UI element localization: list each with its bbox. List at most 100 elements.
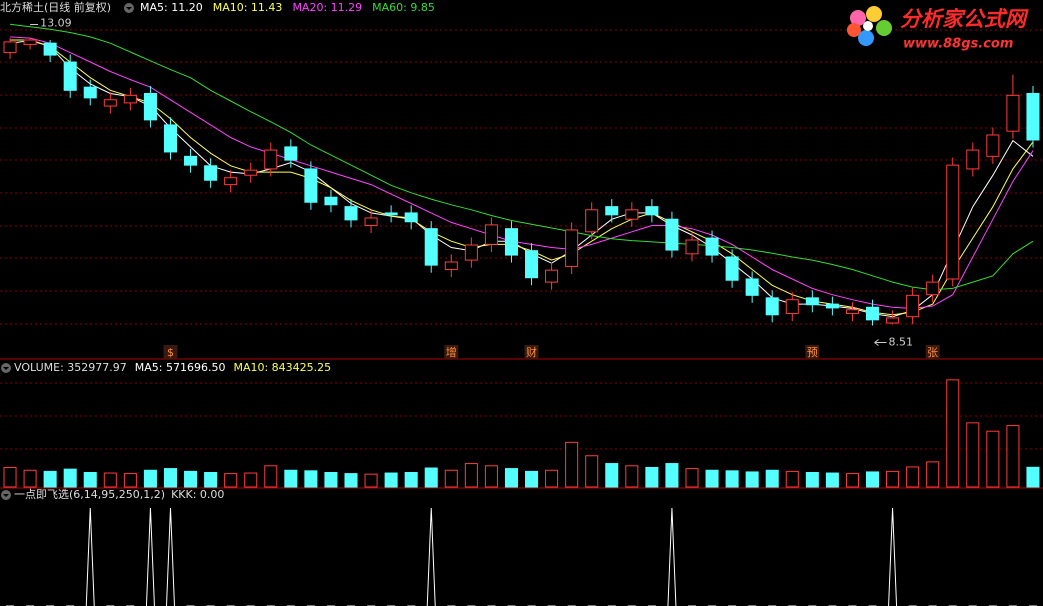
legend-entry: MA5: 11.20	[140, 1, 203, 14]
candle-body	[284, 146, 298, 161]
candle-body	[946, 164, 960, 280]
volume-bar	[224, 473, 238, 488]
volume-bar	[685, 468, 699, 488]
volume-bar	[986, 430, 1000, 488]
event-badge	[524, 345, 539, 359]
candle-body	[785, 299, 799, 315]
signal-spike	[145, 507, 155, 606]
event-badge	[925, 345, 940, 359]
logo-center	[863, 21, 873, 31]
volume-bar	[745, 471, 759, 488]
candle-body	[224, 177, 238, 186]
volume-bar	[264, 465, 278, 488]
volume-bar	[966, 422, 980, 488]
volume-bar	[725, 470, 739, 488]
candle-body	[565, 229, 579, 267]
candle-body	[444, 261, 458, 271]
volume-bar	[625, 465, 639, 488]
candle-body	[665, 218, 679, 251]
logo-url: www.88gs.com	[903, 37, 1013, 52]
volume-bar	[184, 470, 198, 488]
legend-entry: MA60: 9.85	[372, 1, 435, 14]
candle-body	[123, 94, 137, 104]
candle-body	[484, 224, 498, 245]
candle-body	[504, 228, 518, 256]
volume-bar	[464, 463, 478, 488]
max-label: 13.09	[40, 16, 72, 29]
volume-bar	[805, 471, 819, 488]
signal-spike	[85, 507, 95, 606]
legend-entry: MA20: 11.29	[292, 1, 362, 14]
candle-body	[163, 124, 178, 153]
candle-body	[3, 41, 17, 54]
volume-bar	[946, 379, 960, 488]
volume-bar	[103, 472, 117, 488]
candle-body	[886, 317, 900, 324]
volume-bar	[645, 466, 659, 488]
candle-body	[725, 256, 739, 281]
volume-bar	[865, 471, 880, 488]
signal-spike	[888, 507, 898, 606]
min-label: 8.51	[889, 336, 914, 349]
candle-body	[545, 269, 559, 283]
volume-bar	[525, 470, 539, 488]
candle-body	[645, 206, 659, 216]
indicator-title: 一点即飞选(6,14,95,250,1,2)	[14, 488, 165, 501]
volume-bar	[244, 472, 258, 488]
header-icon	[1, 490, 11, 500]
event-label: 张	[927, 346, 938, 359]
candle-body	[244, 169, 258, 176]
candle-body	[845, 309, 859, 315]
candle-body	[83, 86, 97, 99]
candle-body	[204, 165, 218, 181]
legend-entry: VOLUME: 352977.97	[14, 361, 127, 374]
candle-body	[705, 237, 719, 256]
candle-body	[605, 206, 619, 216]
candle-body	[103, 99, 117, 107]
volume-bar	[344, 473, 358, 488]
volume-bar	[204, 471, 218, 488]
event-label: $	[167, 346, 174, 359]
candle-body	[264, 149, 278, 170]
signal-spike	[667, 507, 677, 606]
candle-body	[404, 212, 418, 223]
volume-bar	[23, 469, 37, 488]
volume-bar	[565, 441, 579, 488]
signal-spike	[426, 507, 436, 606]
candle-body	[464, 244, 478, 261]
candle-body	[364, 217, 378, 227]
candle-body	[906, 294, 920, 318]
volume-bar	[123, 473, 137, 488]
candle-body	[625, 209, 639, 220]
volume-bar	[304, 470, 318, 488]
event-badge	[805, 345, 820, 359]
candle-body	[23, 39, 37, 45]
legend-entry: MA10: 11.43	[213, 1, 283, 14]
volume-bar	[1026, 466, 1040, 488]
volume-bar	[163, 468, 178, 488]
volume-bar	[444, 469, 458, 488]
logo-name: 分析家公式网	[900, 7, 1029, 31]
ma-line	[9, 23, 1034, 291]
volume-bar	[1006, 425, 1020, 488]
logo-petal	[876, 20, 892, 36]
candle-body	[865, 306, 880, 321]
volume-bar	[665, 463, 679, 488]
volume-bar	[384, 472, 398, 488]
candle-body	[143, 92, 157, 121]
volume-bar	[765, 469, 779, 488]
candle-body	[685, 239, 699, 255]
volume-bar	[585, 455, 599, 488]
volume-bar	[424, 467, 438, 488]
volume-bar	[143, 469, 157, 488]
ma-line	[9, 36, 1034, 310]
legend-entry: MA10: 843425.25	[233, 361, 331, 374]
legend-entry: KKK: 0.00	[171, 488, 224, 501]
header-icon	[1, 363, 11, 373]
candle-body	[926, 281, 940, 296]
candle-body	[1026, 92, 1040, 141]
candle-body	[805, 297, 819, 306]
logo-petal	[858, 30, 874, 46]
candle-body	[344, 206, 358, 221]
